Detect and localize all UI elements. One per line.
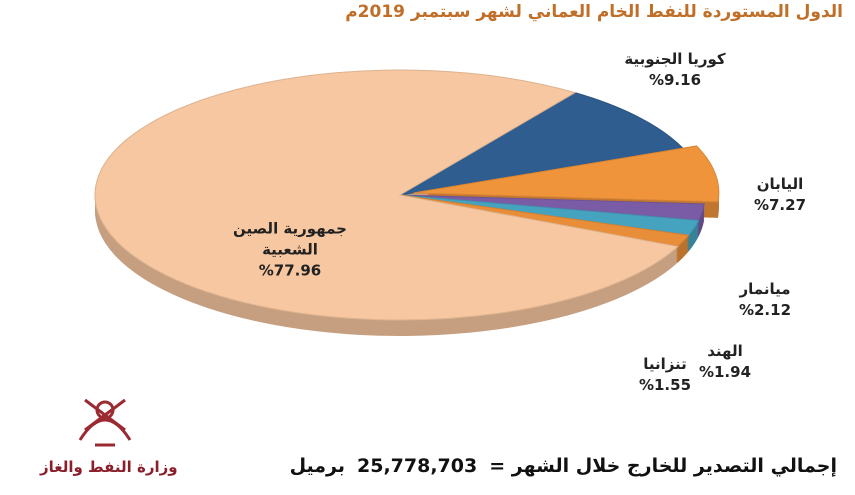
slice-label: تنزانيا %1.55 [625,354,705,396]
slice-name: جمهورية الصين الشعبية [233,219,347,259]
footer-unit: برميل [289,455,346,477]
slice-name: تنزانيا [643,355,687,373]
slice-value: %77.96 [258,261,322,280]
slice-label: اليابان %7.27 [730,174,830,216]
slice-name: ميانمار [739,280,791,298]
slice [413,145,720,203]
slice-value: %2.12 [738,301,792,319]
slice-value: %7.27 [753,196,807,214]
slice-name: الهند [707,342,743,360]
chart-title: الدول المستوردة للنفط الخام العماني لشهر… [345,2,843,22]
slice-label: الهند %1.94 [685,341,765,383]
logo-text: وزارة النفط والغاز [40,458,178,476]
slice-label: جمهورية الصين الشعبية %77.96 [215,219,365,282]
footer-total: 25,778,703 [357,455,478,477]
slice-name: اليابان [756,175,804,193]
logo-emblem [78,398,132,447]
slice [399,92,684,196]
slice-label: ميانمار %2.12 [715,279,815,321]
slice-value: %1.55 [638,376,692,394]
slice-value: %9.16 [648,71,702,89]
footer: إجمالي التصدير للخارج خلال الشهر = 25,77… [290,455,837,477]
slice-value: %1.94 [698,363,752,381]
slice-label: كوريا الجنوبية %9.16 [595,49,755,91]
slice [94,69,679,321]
slice-name: كوريا الجنوبية [624,50,726,68]
footer-label: إجمالي التصدير للخارج خلال الشهر = [489,455,837,477]
